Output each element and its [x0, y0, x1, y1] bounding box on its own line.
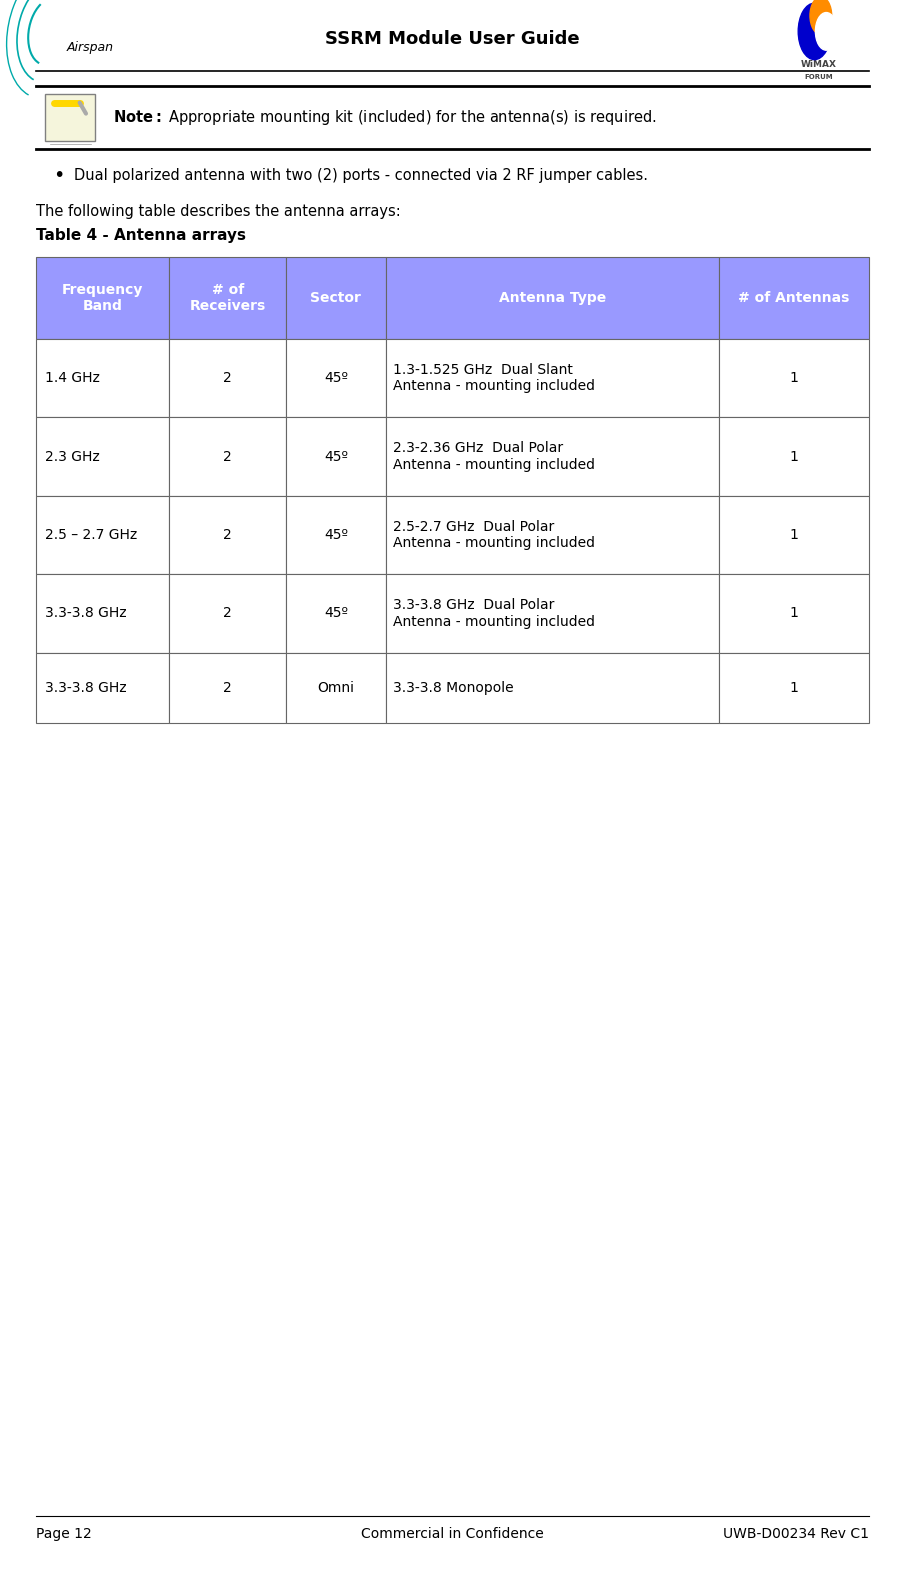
FancyBboxPatch shape: [169, 257, 286, 339]
FancyBboxPatch shape: [719, 257, 869, 339]
Text: FORUM: FORUM: [805, 74, 834, 80]
Text: 1: 1: [789, 529, 798, 541]
Text: 2.3-2.36 GHz  Dual Polar
Antenna - mounting included: 2.3-2.36 GHz Dual Polar Antenna - mounti…: [393, 441, 595, 472]
Text: 2: 2: [224, 681, 232, 695]
Text: 45º: 45º: [324, 607, 348, 620]
Circle shape: [798, 3, 831, 60]
Text: 3.3-3.8 GHz  Dual Polar
Antenna - mounting included: 3.3-3.8 GHz Dual Polar Antenna - mountin…: [393, 598, 595, 629]
Circle shape: [815, 13, 837, 50]
FancyBboxPatch shape: [386, 417, 719, 496]
FancyBboxPatch shape: [286, 339, 386, 417]
Text: 1: 1: [789, 607, 798, 620]
Text: 2.5-2.7 GHz  Dual Polar
Antenna - mounting included: 2.5-2.7 GHz Dual Polar Antenna - mountin…: [393, 519, 595, 551]
FancyBboxPatch shape: [169, 653, 286, 723]
Text: UWB-D00234 Rev C1: UWB-D00234 Rev C1: [723, 1528, 869, 1541]
Text: 1: 1: [789, 450, 798, 463]
Text: 1.4 GHz: 1.4 GHz: [45, 372, 100, 384]
FancyBboxPatch shape: [286, 257, 386, 339]
Text: 45º: 45º: [324, 450, 348, 463]
Circle shape: [810, 0, 832, 35]
Text: # of
Receivers: # of Receivers: [189, 282, 266, 314]
FancyBboxPatch shape: [286, 496, 386, 574]
Text: WiMAX: WiMAX: [801, 60, 837, 69]
FancyBboxPatch shape: [386, 496, 719, 574]
Text: 2.3 GHz: 2.3 GHz: [45, 450, 100, 463]
FancyBboxPatch shape: [36, 257, 169, 339]
Text: $\bf{Note:}$ Appropriate mounting kit (included) for the antenna(s) is required.: $\bf{Note:}$ Appropriate mounting kit (i…: [113, 108, 657, 127]
FancyBboxPatch shape: [719, 339, 869, 417]
FancyBboxPatch shape: [719, 417, 869, 496]
Text: Antenna Type: Antenna Type: [499, 292, 606, 304]
Text: 45º: 45º: [324, 372, 348, 384]
FancyBboxPatch shape: [286, 417, 386, 496]
FancyBboxPatch shape: [719, 496, 869, 574]
FancyBboxPatch shape: [45, 94, 95, 141]
Text: Omni: Omni: [318, 681, 355, 695]
FancyBboxPatch shape: [36, 496, 169, 574]
FancyBboxPatch shape: [386, 653, 719, 723]
FancyBboxPatch shape: [286, 574, 386, 653]
Text: 2: 2: [224, 607, 232, 620]
FancyBboxPatch shape: [169, 496, 286, 574]
Text: # of Antennas: # of Antennas: [738, 292, 850, 304]
Text: 2: 2: [224, 529, 232, 541]
Text: Table 4 - Antenna arrays: Table 4 - Antenna arrays: [36, 228, 246, 243]
FancyBboxPatch shape: [169, 417, 286, 496]
Text: Frequency
Band: Frequency Band: [62, 282, 144, 314]
Text: 1.3-1.525 GHz  Dual Slant
Antenna - mounting included: 1.3-1.525 GHz Dual Slant Antenna - mount…: [393, 362, 595, 394]
FancyBboxPatch shape: [36, 339, 169, 417]
Text: 1: 1: [789, 372, 798, 384]
FancyBboxPatch shape: [386, 257, 719, 339]
Text: 3.3-3.8 GHz: 3.3-3.8 GHz: [45, 607, 127, 620]
Text: •: •: [53, 166, 64, 185]
Text: 2.5 – 2.7 GHz: 2.5 – 2.7 GHz: [45, 529, 138, 541]
Text: Dual polarized antenna with two (2) ports - connected via 2 RF jumper cables.: Dual polarized antenna with two (2) port…: [74, 168, 648, 184]
FancyBboxPatch shape: [386, 339, 719, 417]
Text: 2: 2: [224, 450, 232, 463]
Text: Sector: Sector: [310, 292, 361, 304]
Text: 1: 1: [789, 681, 798, 695]
FancyBboxPatch shape: [36, 574, 169, 653]
Text: Airspan: Airspan: [67, 41, 114, 53]
Text: SSRM Module User Guide: SSRM Module User Guide: [325, 30, 580, 49]
FancyBboxPatch shape: [386, 574, 719, 653]
FancyBboxPatch shape: [36, 653, 169, 723]
Text: 3.3-3.8 Monopole: 3.3-3.8 Monopole: [393, 681, 514, 695]
Text: 45º: 45º: [324, 529, 348, 541]
FancyBboxPatch shape: [719, 653, 869, 723]
Text: 2: 2: [224, 372, 232, 384]
Text: Page 12: Page 12: [36, 1528, 92, 1541]
FancyBboxPatch shape: [169, 574, 286, 653]
FancyBboxPatch shape: [169, 339, 286, 417]
FancyBboxPatch shape: [719, 574, 869, 653]
Text: Commercial in Confidence: Commercial in Confidence: [361, 1528, 544, 1541]
Text: The following table describes the antenna arrays:: The following table describes the antenn…: [36, 204, 401, 220]
FancyBboxPatch shape: [36, 417, 169, 496]
FancyBboxPatch shape: [286, 653, 386, 723]
Text: 3.3-3.8 GHz: 3.3-3.8 GHz: [45, 681, 127, 695]
